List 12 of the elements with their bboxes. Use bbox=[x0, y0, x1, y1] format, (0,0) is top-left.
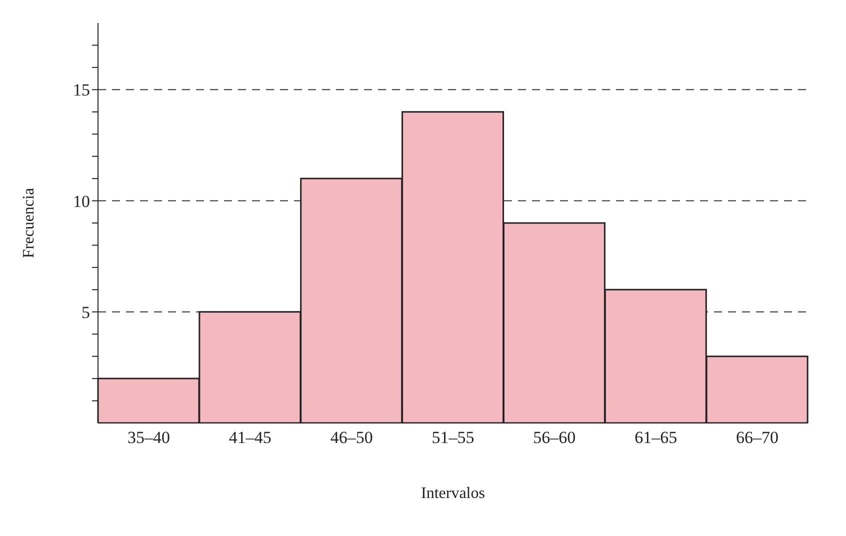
y-tick-label: 5 bbox=[82, 302, 90, 322]
x-tick-label: 56–60 bbox=[533, 428, 576, 448]
y-axis-title: Frecuencia bbox=[20, 188, 38, 258]
x-tick-label: 41–45 bbox=[228, 428, 272, 448]
y-tick-label: 15 bbox=[73, 80, 90, 100]
x-axis-title: Intervalos bbox=[421, 485, 485, 502]
x-tick-label: 66–70 bbox=[736, 428, 779, 448]
x-tick-label: 51–55 bbox=[432, 428, 474, 448]
y-tick-label: 10 bbox=[73, 192, 90, 211]
x-tick-label: 46–50 bbox=[330, 428, 373, 448]
x-tick-label: 61–65 bbox=[634, 428, 678, 448]
x-tick-label: 35–40 bbox=[127, 428, 170, 448]
